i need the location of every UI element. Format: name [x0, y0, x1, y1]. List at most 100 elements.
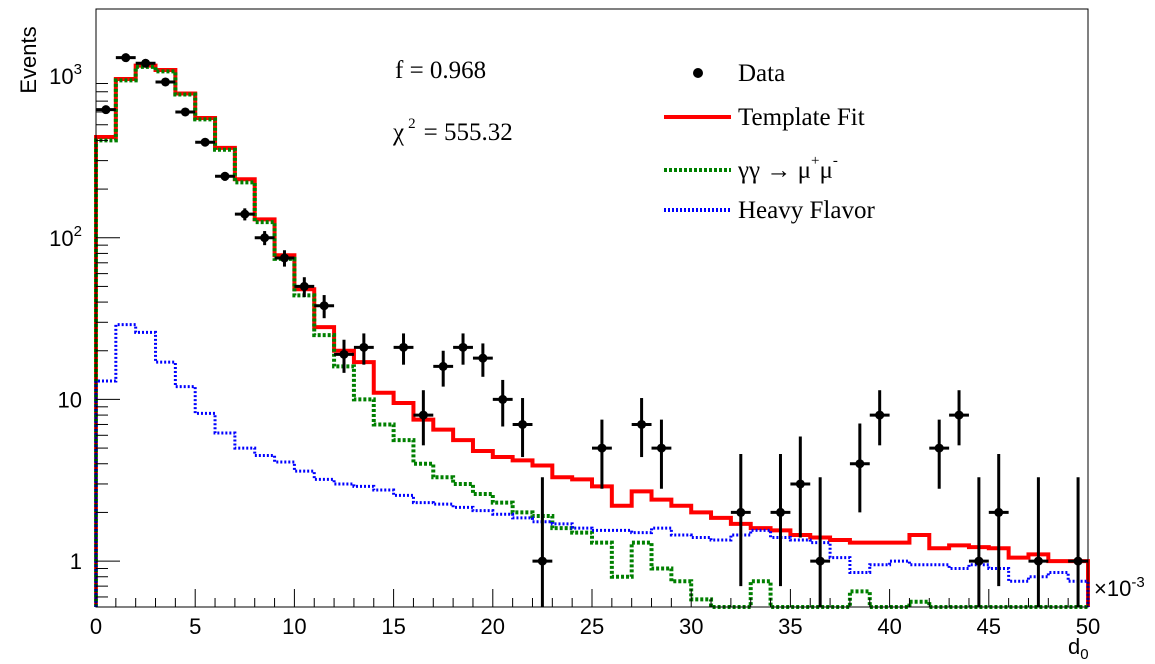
data-marker — [101, 105, 111, 115]
data-point-8 — [254, 231, 275, 246]
data-point-26 — [770, 453, 791, 587]
data-point-10 — [294, 277, 315, 298]
legend-gg-sup2: - — [833, 153, 838, 169]
x-axis-title-main: d — [1068, 634, 1080, 659]
data-point-21 — [532, 477, 553, 607]
x-tick-label: 35 — [778, 614, 802, 639]
data-point-27 — [790, 436, 811, 538]
data-marker — [815, 556, 825, 566]
data-marker — [359, 342, 369, 352]
legend-gg-mid: μ — [819, 157, 832, 184]
x-axis-title-sub: 0 — [1080, 646, 1088, 663]
chi2-symbol: χ — [392, 119, 404, 146]
y-tick-label: 103 — [49, 61, 82, 89]
data-point-23 — [631, 398, 652, 458]
data-marker — [1033, 556, 1043, 566]
data-marker — [934, 443, 944, 453]
histogram-hf — [94, 323, 1090, 607]
histogram-fit — [94, 63, 1090, 607]
data-marker — [339, 349, 349, 359]
data-point-24 — [651, 419, 672, 489]
legend-gg-text: γγ → μ — [737, 157, 811, 184]
data-point-0 — [96, 105, 116, 115]
x-tick-label: 10 — [282, 614, 306, 639]
data-point-25 — [730, 453, 751, 587]
data-marker — [200, 137, 210, 147]
data-point-15 — [413, 390, 434, 446]
legend-data-label: Data — [738, 60, 785, 87]
x-tick-label: 25 — [580, 614, 604, 639]
data-marker — [498, 394, 508, 404]
y-tick-label: 10 — [58, 387, 82, 412]
data-point-31 — [929, 419, 950, 489]
y-tick-base: 10 — [58, 387, 82, 412]
x-tick-label: 50 — [1076, 614, 1100, 639]
data-marker — [478, 353, 488, 363]
y-tick-exp: 3 — [74, 61, 82, 78]
x-tick-label: 5 — [189, 614, 201, 639]
data-point-17 — [453, 333, 473, 365]
data-marker — [418, 410, 428, 420]
data-point-12 — [334, 339, 354, 373]
data-point-35 — [1028, 477, 1049, 607]
data-marker — [736, 507, 746, 517]
chi2-value: = 555.32 — [424, 119, 513, 146]
data-point-11 — [314, 295, 335, 319]
x-multiplier-exp: -3 — [1131, 574, 1144, 591]
data-marker — [240, 209, 250, 219]
data-point-14 — [393, 333, 414, 365]
y-tick-label: 102 — [49, 223, 82, 251]
x-tick-label: 20 — [481, 614, 505, 639]
data-point-30 — [869, 390, 890, 446]
data-point-2 — [135, 58, 156, 68]
data-points-layer — [96, 53, 1088, 607]
data-marker — [438, 361, 448, 371]
histogram-layer — [94, 63, 1090, 609]
chi2-exponent: 2 — [408, 116, 416, 132]
data-marker — [518, 419, 528, 429]
data-marker — [775, 507, 785, 517]
legend: Data Template Fit γγ → μ+μ- Heavy Flavor — [664, 60, 875, 224]
data-point-33 — [968, 477, 989, 607]
x-multiplier-base: ×10 — [1094, 576, 1131, 601]
legend-fit-label: Template Fit — [738, 104, 865, 131]
data-point-16 — [433, 350, 454, 387]
fraction-annotation: f = 0.968 — [395, 57, 486, 84]
data-marker — [637, 419, 647, 429]
data-marker — [1073, 556, 1083, 566]
y-tick-base: 1 — [70, 549, 82, 574]
data-marker — [299, 281, 309, 291]
data-point-5 — [195, 137, 216, 147]
data-point-36 — [1068, 477, 1088, 607]
y-tick-label: 1 — [70, 549, 82, 574]
data-marker — [160, 77, 170, 87]
x-multiplier: ×10-3 — [1094, 574, 1145, 601]
data-point-19 — [492, 379, 513, 427]
data-marker — [974, 556, 984, 566]
plot-frame — [95, 8, 1089, 608]
x-tick-label: 40 — [877, 614, 901, 639]
data-marker — [795, 479, 805, 489]
data-point-32 — [949, 390, 969, 446]
x-axis-title: d0 — [1068, 634, 1089, 663]
y-axis-title: Events — [16, 26, 41, 93]
data-point-13 — [353, 333, 374, 365]
data-marker — [855, 459, 865, 469]
data-marker — [319, 301, 329, 311]
x-tick-label: 15 — [381, 614, 405, 639]
data-marker — [279, 253, 289, 263]
data-marker — [121, 53, 131, 63]
y-tick-exp: 2 — [74, 223, 82, 240]
data-point-6 — [215, 171, 235, 181]
legend-gg-label: γγ → μ+μ- — [737, 153, 838, 184]
data-marker — [180, 107, 190, 117]
data-point-7 — [234, 208, 255, 221]
legend-hf-label: Heavy Flavor — [738, 197, 875, 224]
data-marker — [994, 507, 1004, 517]
data-marker — [537, 556, 547, 566]
data-point-4 — [175, 107, 196, 117]
x-tick-label: 45 — [977, 614, 1001, 639]
data-point-34 — [988, 453, 1009, 587]
data-point-9 — [274, 250, 295, 267]
